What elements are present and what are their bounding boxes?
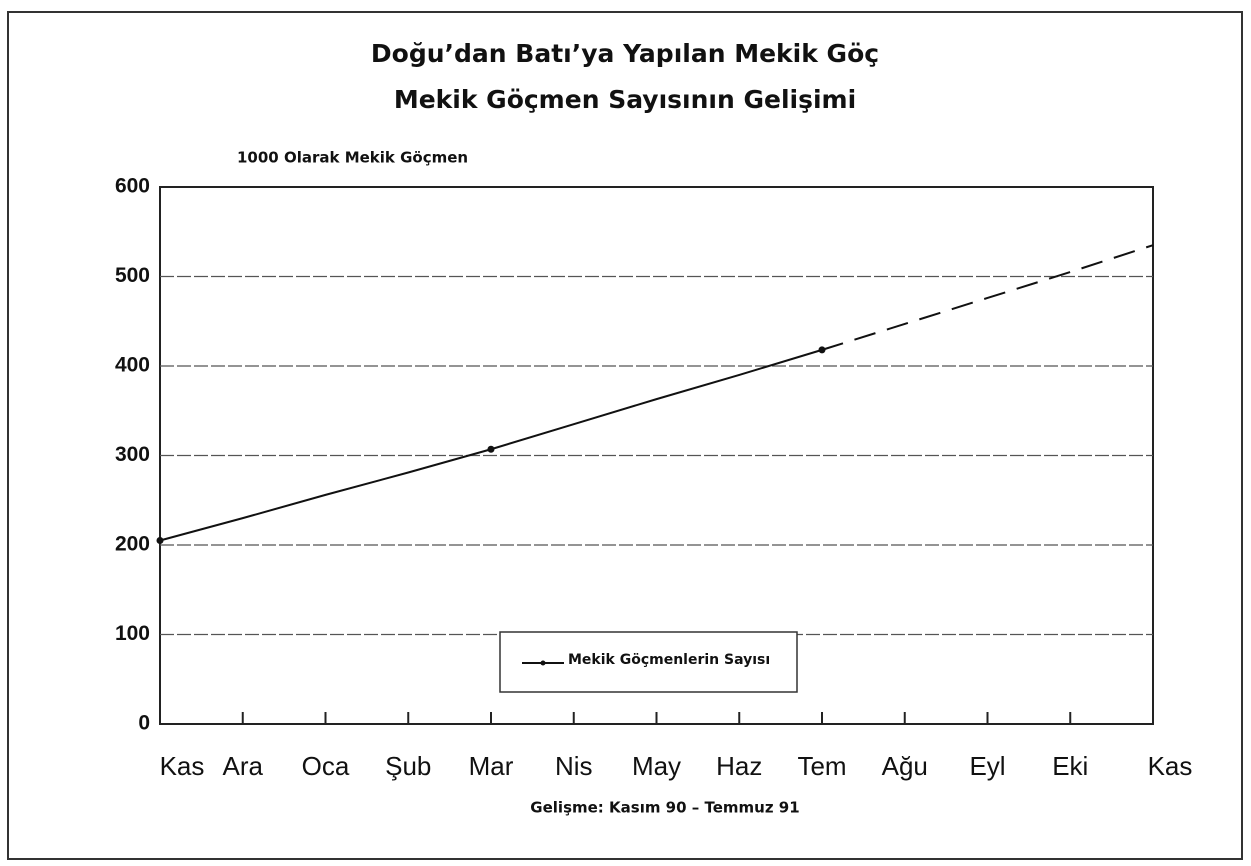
chart-title: Doğu’dan Batı’ya Yapılan Mekik Göç (371, 39, 879, 68)
x-tick-label: Kas (1148, 751, 1193, 781)
y-tick-label: 500 (115, 264, 150, 287)
frame (7, 11, 1243, 860)
x-tick-label: Şub (385, 751, 431, 781)
data-point (487, 445, 495, 453)
y-tick-label: 200 (115, 533, 150, 556)
projection-line (821, 244, 1154, 351)
data-line (159, 348, 823, 542)
x-tick-label: Ara (223, 751, 264, 781)
x-axis-label: Gelişme: Kasım 90 – Temmuz 91 (530, 799, 799, 817)
x-tick-label: May (632, 751, 681, 781)
chart-subtitle: Mekik Göçmen Sayısının Gelişimi (394, 85, 856, 114)
x-tick-label: Haz (716, 751, 762, 781)
x-tick-label: Oca (302, 751, 350, 781)
y-tick-label: 400 (115, 354, 150, 377)
legend-label: Mekik Göçmenlerin Sayısı (568, 652, 770, 668)
x-tick-label: Tem (797, 751, 846, 781)
y-axis-label: 1000 Olarak Mekik Göçmen (237, 149, 468, 167)
y-tick-label: 100 (115, 622, 150, 645)
x-tick-label: Eki (1052, 751, 1088, 781)
x-tick-label: Kas (160, 751, 205, 781)
y-tick-label: 0 (138, 712, 150, 735)
x-tick-label: Mar (469, 751, 514, 781)
x-tick-label: Eyl (969, 751, 1005, 781)
y-tick-label: 300 (115, 443, 150, 466)
x-tick-label: Ağu (882, 751, 928, 781)
legend-marker (540, 660, 546, 666)
y-tick-label: 600 (115, 175, 150, 198)
x-tick-label: Nis (555, 751, 593, 781)
data-point (818, 346, 826, 354)
data-point (156, 537, 164, 545)
